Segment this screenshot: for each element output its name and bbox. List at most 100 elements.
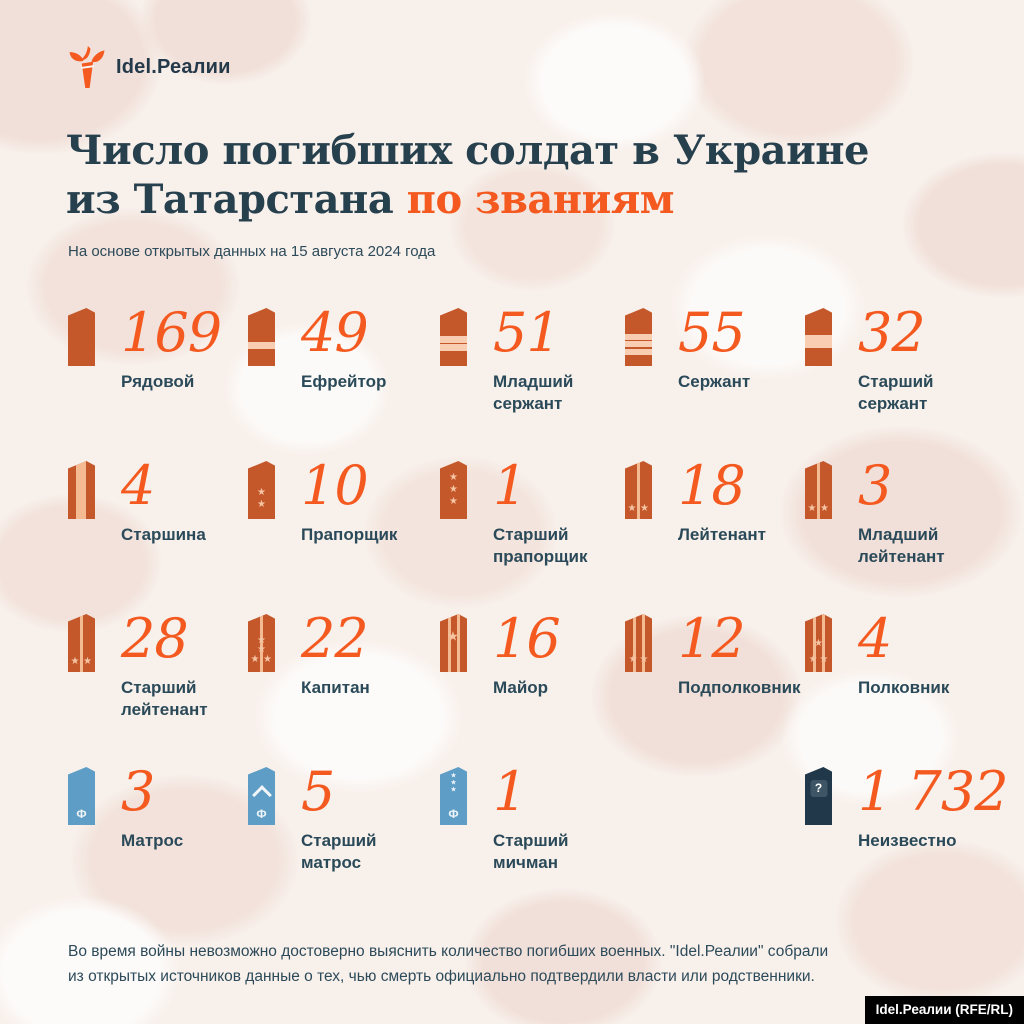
fleet-letter: Ф — [448, 807, 459, 821]
rank-count: 51 — [493, 301, 561, 364]
rank-cell: ★ ★ 28 Старший лейтенант — [68, 612, 248, 767]
stripe — [260, 614, 264, 672]
rank-cell: Ф 3 Матрос — [68, 760, 248, 920]
rank-count: 3 — [121, 760, 155, 823]
star-icon: ★ — [808, 654, 818, 666]
stripe — [625, 348, 652, 355]
rank-cell: ★ ★ 18 Лейтенант — [625, 454, 805, 614]
rank-count: 22 — [301, 607, 369, 670]
fleet-letter: Ф — [76, 807, 87, 821]
rank-label: Матрос — [121, 831, 184, 850]
rank-label: Капитан — [301, 678, 370, 697]
rank-count: 1 732 — [858, 760, 1009, 823]
rank-count: 4 — [121, 454, 155, 517]
shoulder-board-icon: ★ ★ ★ ★ — [248, 614, 275, 672]
shoulder-board-icon: ★ ★ — [68, 614, 95, 672]
star-icon: ★ — [70, 655, 80, 667]
shoulder-board-icon: ★ ★ — [625, 614, 652, 672]
star-icon: ★ — [449, 495, 458, 507]
stripe — [822, 614, 826, 672]
rank-cell: ★ ★ ★ ★ 22 Капитан — [248, 607, 440, 767]
stripe — [637, 461, 641, 519]
star-icon: ★ — [250, 654, 260, 666]
stripe — [457, 614, 461, 672]
rank-label: Старший матрос — [301, 831, 377, 873]
shoulder-board-icon: Ф — [248, 767, 275, 825]
rank-label: Старший сержант — [858, 372, 934, 414]
rank-count: 1 — [493, 454, 527, 517]
rank-count: 5 — [301, 760, 335, 823]
brand-logo: Idel.Реалии — [66, 44, 231, 90]
rank-count: 4 — [858, 607, 892, 670]
shoulder-board-icon — [68, 461, 95, 519]
rank-label: Младший сержант — [493, 372, 574, 414]
rank-label: Старший лейтенант — [121, 678, 208, 720]
footer-note: Во время войны невозможно достоверно выя… — [68, 943, 829, 985]
stripe — [440, 335, 467, 343]
rank-cell: ? 1 732 Неизвестно — [805, 760, 1009, 920]
shoulder-board-icon: ★ ★ — [805, 461, 832, 519]
rank-label: Младший лейтенант — [858, 525, 945, 567]
star-icon: ★ — [449, 484, 458, 495]
rank-count: 16 — [493, 607, 561, 670]
rank-cell: ★ ★ ★ Ф 1 Старший мичман — [440, 760, 625, 920]
rank-label: Полковник — [858, 678, 950, 697]
shoulder-board-icon — [625, 308, 652, 366]
rank-count: 49 — [301, 301, 369, 364]
rank-cell: Ф 5 Старший матрос — [248, 760, 440, 920]
rank-label: Подполковник — [678, 678, 801, 697]
star-icon: ★ — [450, 771, 457, 780]
shoulder-board-icon — [805, 308, 832, 366]
rank-cell: ★ ★ 12 Подполковник — [625, 612, 805, 767]
rank-cell: 49 Ефрейтор — [248, 301, 440, 461]
shoulder-board-icon — [68, 308, 95, 366]
shoulder-board-icon: ★ ★ ★ Ф — [440, 767, 467, 825]
stripe — [76, 461, 87, 519]
shoulder-board-icon: ? — [805, 767, 832, 825]
rank-count: 169 — [121, 301, 222, 364]
rank-cell: ★ ★ ★ 4 Полковник — [805, 607, 1008, 767]
stripe — [625, 333, 652, 340]
star-icon: ★ — [447, 629, 459, 645]
rank-cell: ★ ★ 10 Прапорщик — [248, 459, 440, 614]
torch-icon — [69, 46, 105, 88]
star-icon: ★ — [262, 654, 272, 666]
ranks-grid: 169 Рядовой 49 Ефрейтор 51 Младший сержант 55 С… — [68, 301, 1009, 920]
rank-count: 55 — [678, 301, 746, 364]
rank-cell: ★ 16 Майор — [440, 607, 625, 767]
rank-label: Старшина — [121, 525, 206, 544]
stripe — [642, 614, 646, 672]
star-icon: ★ — [257, 634, 266, 646]
rank-label: Ефрейтор — [301, 372, 387, 391]
stripe — [805, 334, 832, 348]
stripe — [632, 614, 636, 672]
rank-label: Прапорщик — [301, 525, 398, 544]
stripe — [80, 614, 84, 672]
chevron-up-icon — [251, 784, 272, 805]
fleet-letter: Ф — [256, 807, 267, 821]
star-icon: ★ — [639, 502, 649, 514]
shoulder-board-icon: ★ ★ — [248, 461, 275, 519]
rank-count: 1 — [493, 760, 527, 823]
star-icon: ★ — [450, 778, 457, 787]
stripe — [440, 343, 467, 351]
rank-cell: 55 Сержант — [625, 301, 805, 461]
title-line2: из Татарстана — [66, 176, 394, 224]
rank-label: Старший прапорщик — [493, 525, 588, 567]
stripe — [625, 341, 652, 348]
star-icon: ★ — [628, 654, 638, 666]
shoulder-board-icon: ★ — [440, 614, 467, 672]
star-icon: ★ — [639, 654, 649, 666]
shoulder-board-icon: ★ ★ — [625, 461, 652, 519]
star-icon: ★ — [449, 472, 458, 484]
shoulder-board-icon: ★ ★ ★ — [440, 461, 467, 519]
title-line1: Число погибших солдат в Украине — [66, 127, 869, 174]
star-icon: ★ — [814, 638, 823, 650]
rank-count: 18 — [678, 454, 746, 517]
stripe — [447, 614, 451, 672]
rank-cell: ★ ★ ★ 1 Старший прапорщик — [440, 454, 625, 614]
star-icon: ★ — [627, 502, 637, 514]
shoulder-board-icon — [440, 308, 467, 366]
rank-label: Старший мичман — [493, 831, 569, 873]
